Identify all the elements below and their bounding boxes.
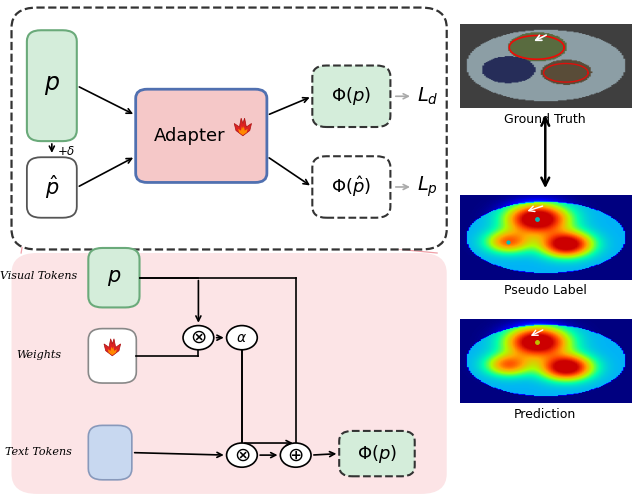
PathPatch shape: [234, 118, 252, 136]
FancyBboxPatch shape: [27, 30, 77, 141]
Circle shape: [183, 326, 214, 350]
Text: $L_p$: $L_p$: [417, 175, 438, 199]
Text: Pseudo Label: Pseudo Label: [504, 284, 587, 297]
PathPatch shape: [104, 339, 121, 356]
FancyBboxPatch shape: [88, 248, 140, 307]
Text: Weights: Weights: [16, 350, 61, 360]
Text: Ground Truth: Ground Truth: [504, 113, 586, 126]
PathPatch shape: [108, 347, 117, 355]
FancyBboxPatch shape: [27, 157, 77, 218]
FancyBboxPatch shape: [88, 329, 136, 383]
Circle shape: [227, 443, 257, 467]
Text: $\Phi(\hat{p})$: $\Phi(\hat{p})$: [332, 174, 371, 200]
Text: $p$: $p$: [107, 268, 121, 288]
Text: $\oplus$: $\oplus$: [287, 446, 304, 465]
Text: $\Phi(p)$: $\Phi(p)$: [332, 85, 371, 107]
Text: Visual Tokens: Visual Tokens: [0, 271, 77, 281]
Text: Prediction: Prediction: [514, 408, 577, 421]
Text: $\hat{p}$: $\hat{p}$: [45, 174, 59, 201]
Text: $p$: $p$: [44, 74, 60, 97]
FancyBboxPatch shape: [339, 431, 415, 476]
Circle shape: [227, 326, 257, 350]
FancyBboxPatch shape: [12, 253, 447, 494]
FancyBboxPatch shape: [312, 156, 390, 218]
Text: $\alpha$: $\alpha$: [236, 331, 248, 345]
FancyBboxPatch shape: [312, 66, 390, 127]
Text: $\otimes$: $\otimes$: [190, 328, 207, 347]
Text: $+\delta$: $+\delta$: [57, 145, 75, 158]
Text: Text Tokens: Text Tokens: [5, 447, 72, 457]
Circle shape: [280, 443, 311, 467]
Text: $\otimes$: $\otimes$: [234, 446, 250, 465]
FancyBboxPatch shape: [88, 425, 132, 480]
Text: $L_d$: $L_d$: [417, 86, 438, 107]
FancyBboxPatch shape: [136, 89, 267, 182]
FancyBboxPatch shape: [12, 8, 447, 249]
PathPatch shape: [238, 126, 248, 135]
Text: $\Phi(p)$: $\Phi(p)$: [357, 443, 397, 465]
Text: Adapter: Adapter: [154, 127, 225, 145]
